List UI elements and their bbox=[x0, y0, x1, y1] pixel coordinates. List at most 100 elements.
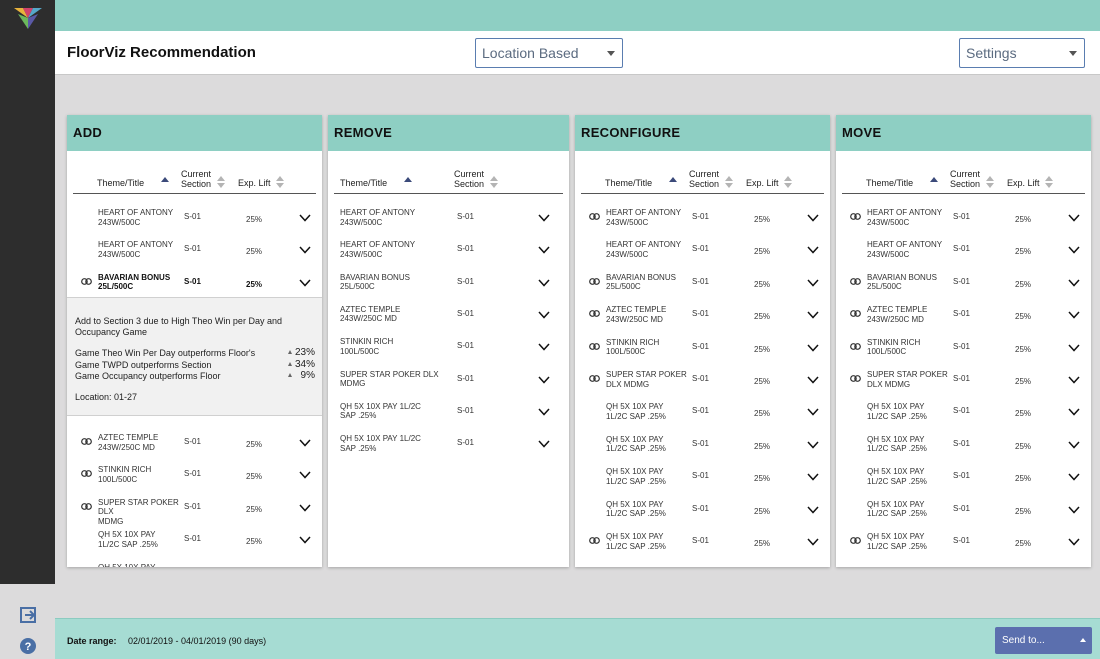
move-row[interactable]: SUPER STAR POKER DLX MDMG S-01 25% bbox=[836, 365, 1091, 397]
remove-row[interactable]: HEART OF ANTONY 243W/500C S-01 bbox=[328, 203, 569, 235]
sort-asc-icon[interactable] bbox=[161, 177, 169, 182]
reconfigure-row[interactable]: HEART OF ANTONY 243W/500C S-01 25% bbox=[575, 235, 830, 267]
column-exp-lift[interactable]: Exp. Lift bbox=[1007, 178, 1040, 188]
column-current-section[interactable]: Current Section bbox=[688, 169, 720, 189]
column-theme-title[interactable]: Theme/Title bbox=[340, 178, 388, 188]
link-icon[interactable] bbox=[81, 277, 92, 285]
chevron-down-icon[interactable] bbox=[807, 473, 819, 481]
reconfigure-row[interactable]: QH 5X 10X PAY 1L/2C SAP .25% S-01 25% bbox=[575, 397, 830, 429]
reconfigure-row[interactable]: HEART OF ANTONY 243W/500C S-01 25% bbox=[575, 203, 830, 235]
link-icon[interactable] bbox=[850, 537, 861, 544]
chevron-down-icon[interactable] bbox=[1068, 473, 1080, 481]
column-theme-title[interactable]: Theme/Title bbox=[866, 178, 914, 188]
sort-toggle-icon[interactable] bbox=[217, 176, 225, 189]
add-row[interactable]: STINKIN RICH 100L/500C S-01 25% bbox=[67, 460, 322, 492]
chevron-down-icon[interactable] bbox=[538, 214, 550, 222]
chevron-down-icon[interactable] bbox=[538, 246, 550, 254]
move-row[interactable]: BAVARIAN BONUS 25L/500C S-01 25% bbox=[836, 268, 1091, 300]
logout-icon[interactable] bbox=[17, 604, 39, 626]
chevron-down-icon[interactable] bbox=[807, 214, 819, 222]
reconfigure-row[interactable]: AZTEC TEMPLE 243W/250C MD S-01 25% bbox=[575, 300, 830, 332]
sort-toggle-icon[interactable] bbox=[276, 176, 284, 189]
move-row[interactable]: HEART OF ANTONY 243W/500C S-01 25% bbox=[836, 203, 1091, 235]
remove-row[interactable]: AZTEC TEMPLE 243W/250C MD S-01 bbox=[328, 300, 569, 332]
chevron-down-icon[interactable] bbox=[1068, 506, 1080, 514]
chevron-down-icon[interactable] bbox=[538, 279, 550, 287]
link-icon[interactable] bbox=[589, 342, 600, 350]
chevron-down-icon[interactable] bbox=[807, 311, 819, 319]
sort-toggle-icon[interactable] bbox=[490, 176, 498, 189]
chevron-down-icon[interactable] bbox=[1068, 441, 1080, 449]
chevron-down-icon[interactable] bbox=[807, 344, 819, 352]
remove-row[interactable]: BAVARIAN BONUS 25L/500C S-01 bbox=[328, 268, 569, 300]
remove-row[interactable]: HEART OF ANTONY 243W/500C S-01 bbox=[328, 235, 569, 267]
column-current-section[interactable]: Current Section bbox=[949, 169, 981, 189]
sort-toggle-icon[interactable] bbox=[986, 176, 994, 189]
chevron-down-icon[interactable] bbox=[299, 439, 311, 447]
add-row[interactable]: HEART OF ANTONY 243W/500C S-01 25% bbox=[67, 235, 322, 267]
move-row[interactable]: STINKIN RICH 100L/500C S-01 25% bbox=[836, 333, 1091, 365]
chevron-down-icon[interactable] bbox=[538, 311, 550, 319]
chevron-down-icon[interactable] bbox=[299, 536, 311, 544]
column-exp-lift[interactable]: Exp. Lift bbox=[238, 178, 271, 188]
link-icon[interactable] bbox=[850, 375, 861, 382]
link-icon[interactable] bbox=[850, 277, 861, 285]
reconfigure-row[interactable]: QH 5X 10X PAY 1L/2C SAP .25% S-01 25% bbox=[575, 430, 830, 462]
chevron-down-icon[interactable] bbox=[1068, 214, 1080, 222]
sort-asc-icon[interactable] bbox=[930, 177, 938, 182]
move-row[interactable]: QH 5X 10X PAY 1L/2C SAP .25% S-01 25% bbox=[836, 495, 1091, 527]
app-logo[interactable] bbox=[14, 6, 42, 30]
reconfigure-row[interactable]: QH 5X 10X PAY 1L/2C SAP .25% S-01 25% bbox=[575, 527, 830, 559]
chevron-down-icon[interactable] bbox=[299, 504, 311, 512]
link-icon[interactable] bbox=[81, 470, 92, 478]
column-exp-lift[interactable]: Exp. Lift bbox=[746, 178, 779, 188]
chevron-down-icon[interactable] bbox=[1068, 538, 1080, 546]
add-row[interactable]: BAVARIAN BONUS 25L/500C S-01 25% bbox=[67, 268, 322, 300]
chevron-down-icon[interactable] bbox=[1068, 408, 1080, 417]
reconfigure-row[interactable]: SUPER STAR POKER DLX MDMG S-01 25% bbox=[575, 365, 830, 397]
settings-select[interactable]: Settings bbox=[959, 38, 1085, 68]
chevron-down-icon[interactable] bbox=[807, 538, 819, 546]
remove-row[interactable]: QH 5X 10X PAY 1L/2C SAP .25% S-01 bbox=[328, 397, 569, 429]
sort-toggle-icon[interactable] bbox=[1045, 176, 1053, 189]
chevron-down-icon[interactable] bbox=[1068, 279, 1080, 287]
chevron-down-icon[interactable] bbox=[807, 408, 819, 417]
chevron-down-icon[interactable] bbox=[1068, 311, 1080, 319]
chevron-down-icon[interactable] bbox=[807, 441, 819, 449]
move-row[interactable]: QH 5X 10X PAY 1L/2C SAP .25% S-01 25% bbox=[836, 527, 1091, 559]
sort-asc-icon[interactable] bbox=[404, 177, 412, 182]
column-theme-title[interactable]: Theme/Title bbox=[97, 178, 145, 188]
reconfigure-row[interactable]: STINKIN RICH 100L/500C S-01 25% bbox=[575, 333, 830, 365]
move-row[interactable]: QH 5X 10X PAY 1L/2C SAP .25% S-01 25% bbox=[836, 430, 1091, 462]
help-icon[interactable]: ? bbox=[17, 635, 39, 657]
link-icon[interactable] bbox=[81, 438, 92, 445]
chevron-down-icon[interactable] bbox=[538, 343, 550, 351]
move-row[interactable]: HEART OF ANTONY 243W/500C S-01 25% bbox=[836, 235, 1091, 267]
chevron-down-icon[interactable] bbox=[299, 471, 311, 480]
remove-row[interactable]: QH 5X 10X PAY 1L/2C SAP .25% S-01 bbox=[328, 429, 569, 461]
chevron-down-icon[interactable] bbox=[1068, 376, 1080, 384]
column-current-section[interactable]: Current Section bbox=[180, 169, 212, 189]
chevron-down-icon[interactable] bbox=[807, 376, 819, 384]
chevron-down-icon[interactable] bbox=[807, 506, 819, 514]
link-icon[interactable] bbox=[589, 277, 600, 285]
column-theme-title[interactable]: Theme/Title bbox=[605, 178, 653, 188]
reconfigure-row[interactable]: QH 5X 10X PAY 1L/2C SAP .25% S-01 25% bbox=[575, 462, 830, 494]
chevron-down-icon[interactable] bbox=[299, 246, 311, 255]
remove-row[interactable]: SUPER STAR POKER DLX MDMG S-01 bbox=[328, 365, 569, 397]
chevron-down-icon[interactable] bbox=[1068, 344, 1080, 352]
send-to-button[interactable]: Send to... bbox=[995, 627, 1092, 654]
remove-row[interactable]: STINKIN RICH 100L/500C S-01 bbox=[328, 332, 569, 364]
chevron-down-icon[interactable] bbox=[538, 440, 550, 448]
add-row[interactable]: AZTEC TEMPLE 243W/250C MD S-01 25% bbox=[67, 428, 322, 460]
link-icon[interactable] bbox=[589, 310, 600, 318]
link-icon[interactable] bbox=[850, 342, 861, 350]
sort-asc-icon[interactable] bbox=[669, 177, 677, 182]
link-icon[interactable] bbox=[850, 310, 861, 318]
add-row[interactable]: QH 5X 10X PAY bbox=[67, 558, 322, 567]
chevron-down-icon[interactable] bbox=[538, 375, 550, 384]
move-row[interactable]: QH 5X 10X PAY 1L/2C SAP .25% S-01 25% bbox=[836, 397, 1091, 429]
chevron-down-icon[interactable] bbox=[807, 279, 819, 287]
chevron-down-icon[interactable] bbox=[299, 279, 311, 287]
add-row[interactable]: HEART OF ANTONY 243W/500C S-01 25% bbox=[67, 203, 322, 235]
